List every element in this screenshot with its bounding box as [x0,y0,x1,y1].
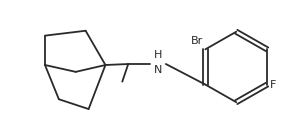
Text: F: F [270,80,277,90]
Text: N: N [154,65,162,75]
Text: H: H [154,50,162,60]
Text: Br: Br [191,36,203,46]
